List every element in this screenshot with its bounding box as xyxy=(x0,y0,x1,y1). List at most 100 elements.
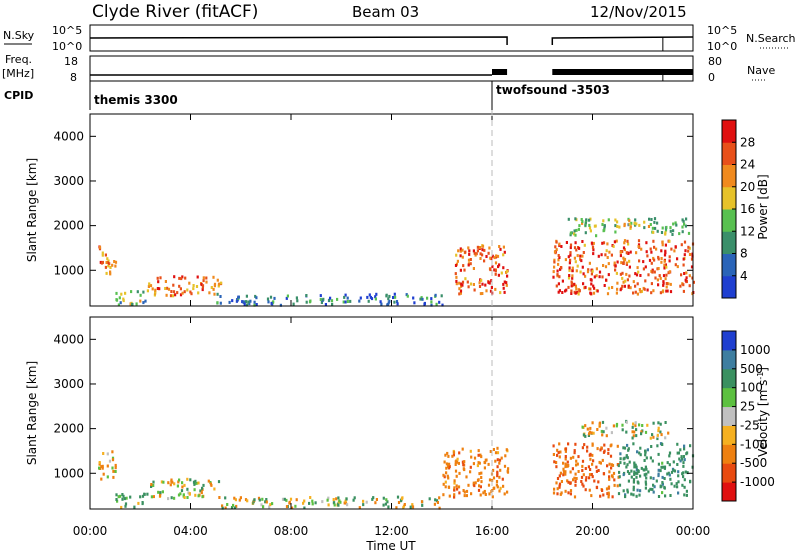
echo-cell xyxy=(573,451,576,455)
echo-cell xyxy=(571,467,574,471)
freq-label-line1: Freq. xyxy=(5,53,32,66)
echo-cell xyxy=(434,293,437,297)
echo-cell xyxy=(123,497,126,501)
echo-cell xyxy=(406,294,409,298)
echo-cell xyxy=(618,225,621,229)
echo-cell xyxy=(488,246,491,250)
echo-cell xyxy=(169,294,173,298)
echo-cell xyxy=(674,245,677,249)
echo-cell xyxy=(649,456,652,460)
echo-cell xyxy=(559,450,562,454)
echo-cell xyxy=(627,284,630,288)
echo-cell xyxy=(592,284,595,288)
echo-region xyxy=(617,442,695,499)
echo-cell xyxy=(628,472,631,475)
echo-cell xyxy=(201,486,204,490)
echo-cell xyxy=(111,450,114,454)
colorbar-tick-label: 500 xyxy=(740,362,763,376)
echo-cell xyxy=(106,257,109,261)
echo-cell xyxy=(671,233,674,236)
echo-cell xyxy=(627,447,630,451)
echo-cell xyxy=(588,476,591,480)
echo-cell xyxy=(643,468,646,472)
echo-cell xyxy=(241,300,244,304)
echo-cell xyxy=(442,493,445,497)
echo-cell xyxy=(171,480,174,484)
echo-cell xyxy=(455,484,458,488)
echo-cell xyxy=(141,494,145,498)
echo-cell xyxy=(507,467,510,471)
echo-cell xyxy=(680,455,683,459)
echo-cell xyxy=(656,437,659,441)
echo-cell xyxy=(589,217,592,221)
echo-cell xyxy=(641,424,644,427)
echo-cell xyxy=(478,285,482,288)
echo-cell xyxy=(156,287,159,290)
echo-cell xyxy=(188,281,191,285)
echo-cell xyxy=(476,249,479,253)
echo-cell xyxy=(661,461,664,465)
echo-cell xyxy=(625,272,628,276)
echo-cell xyxy=(453,493,456,497)
echo-cell xyxy=(472,481,475,485)
echo-cell xyxy=(612,244,615,248)
echo-cell xyxy=(628,460,631,464)
echo-cell xyxy=(562,470,565,474)
echo-cell xyxy=(491,265,494,269)
echo-cell xyxy=(552,444,555,448)
echo-cell xyxy=(568,274,571,277)
echo-cell xyxy=(473,288,476,292)
echo-cell xyxy=(560,245,563,248)
echo-cell xyxy=(657,255,660,259)
echo-cell xyxy=(557,451,560,455)
echo-cell xyxy=(419,297,422,301)
echo-cell xyxy=(688,246,691,250)
echo-cell xyxy=(328,298,331,302)
echo-cell xyxy=(688,274,691,278)
echo-cell xyxy=(445,466,448,470)
echo-cell xyxy=(146,492,149,496)
echo-cell xyxy=(657,495,661,498)
echo-cell xyxy=(164,280,167,283)
echo-cell xyxy=(639,446,642,450)
echo-cell xyxy=(117,495,120,499)
echo-cell xyxy=(285,296,288,300)
echo-cell xyxy=(458,491,461,495)
echo-cell xyxy=(650,282,653,286)
nsky-trace-seg1 xyxy=(89,36,508,45)
echo-cell xyxy=(503,280,506,284)
echo-cell xyxy=(597,480,600,484)
echo-cell xyxy=(167,497,170,501)
echo-cell xyxy=(494,287,497,291)
echo-cell xyxy=(457,461,460,465)
echo-cell xyxy=(451,454,454,458)
echo-cell xyxy=(611,495,614,499)
echo-cell xyxy=(467,258,471,262)
echo-cell xyxy=(456,487,459,491)
echo-cell xyxy=(573,256,576,260)
echo-cell xyxy=(684,224,687,228)
echo-cell xyxy=(608,475,611,479)
colorbar-tick-label: 24 xyxy=(740,158,755,172)
power-colorbar-label: Power [dB] xyxy=(756,174,770,239)
echo-cell xyxy=(589,468,592,471)
echo-cell xyxy=(192,480,196,484)
echo-cell xyxy=(588,473,592,477)
echo-cell xyxy=(677,491,680,495)
echo-cell xyxy=(681,218,684,222)
echo-cell xyxy=(447,454,450,458)
echo-cell xyxy=(465,489,469,493)
echo-cell xyxy=(637,239,641,243)
echo-cell xyxy=(564,258,567,262)
echo-cell xyxy=(565,241,568,244)
echo-cell xyxy=(457,485,461,489)
echo-cell xyxy=(589,426,592,430)
echo-cell xyxy=(611,286,614,289)
echo-cell xyxy=(153,293,156,297)
x-tick-label: 00:00 xyxy=(676,524,711,538)
echo-cell xyxy=(651,270,654,274)
echo-cell xyxy=(667,282,670,286)
echo-cell xyxy=(105,271,108,275)
echo-cell xyxy=(344,293,347,297)
echo-cell xyxy=(589,287,592,291)
